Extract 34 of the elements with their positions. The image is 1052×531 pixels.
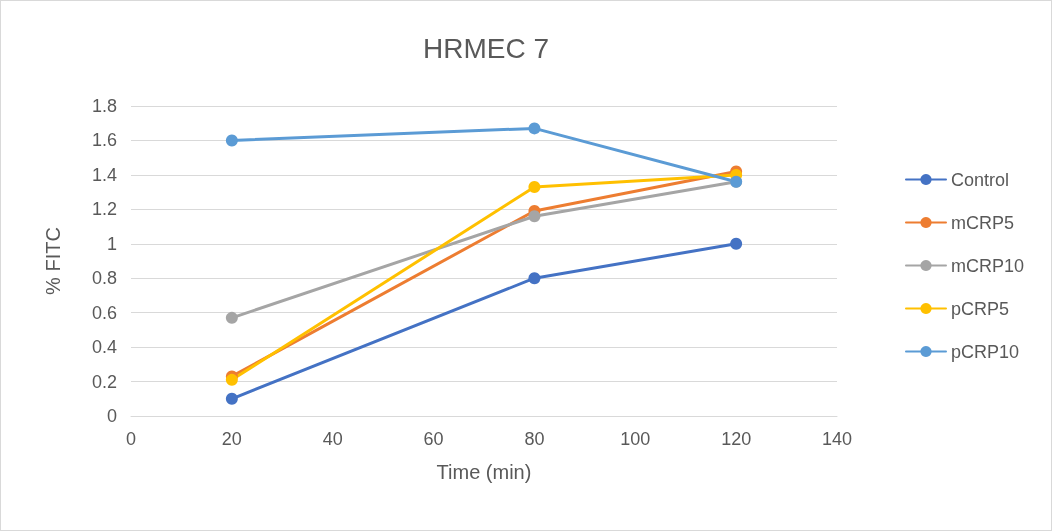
- point: [730, 237, 743, 250]
- y-tick-label: 0.2: [91, 371, 117, 392]
- x-tick-label: 0: [125, 429, 137, 449]
- x-axis-title: Time (min): [436, 461, 532, 483]
- point: [528, 122, 541, 135]
- point: [225, 134, 238, 147]
- y-tick-label: 1: [106, 233, 117, 254]
- point: [225, 311, 238, 324]
- x-tick-label: 80: [524, 429, 545, 449]
- point: [528, 210, 541, 223]
- y-tick-label: 1.2: [91, 199, 117, 220]
- x-tick-label: 60: [423, 429, 444, 449]
- y-tick-label: 1.8: [91, 96, 117, 116]
- x-tick-label: 20: [221, 429, 242, 449]
- y-tick-label: 0.8: [91, 268, 117, 289]
- legend-label: Control: [950, 169, 1010, 190]
- x-tick-label: 40: [322, 429, 343, 449]
- y-tick-label: 0.6: [91, 302, 117, 323]
- y-tick-label: 0.4: [91, 337, 117, 358]
- y-tick-label: 0: [106, 406, 117, 426]
- y-tick-label: 1.4: [91, 164, 117, 185]
- legend-label: mCRP5: [950, 212, 1014, 233]
- legend-label: pCRP10: [950, 341, 1020, 362]
- legend-label: pCRP5: [950, 298, 1010, 319]
- y-tick-label: 1.6: [91, 130, 117, 151]
- chart-title: HRMEC 7: [422, 32, 550, 64]
- legend-label: mCRP10: [950, 255, 1025, 276]
- point: [528, 180, 541, 193]
- point: [225, 392, 238, 405]
- x-tick-label: 120: [721, 429, 752, 449]
- x-tick-label: 140: [821, 429, 853, 449]
- y-axis-title: % FITC: [42, 227, 64, 295]
- point: [528, 272, 541, 285]
- x-tick-label: 100: [620, 429, 651, 449]
